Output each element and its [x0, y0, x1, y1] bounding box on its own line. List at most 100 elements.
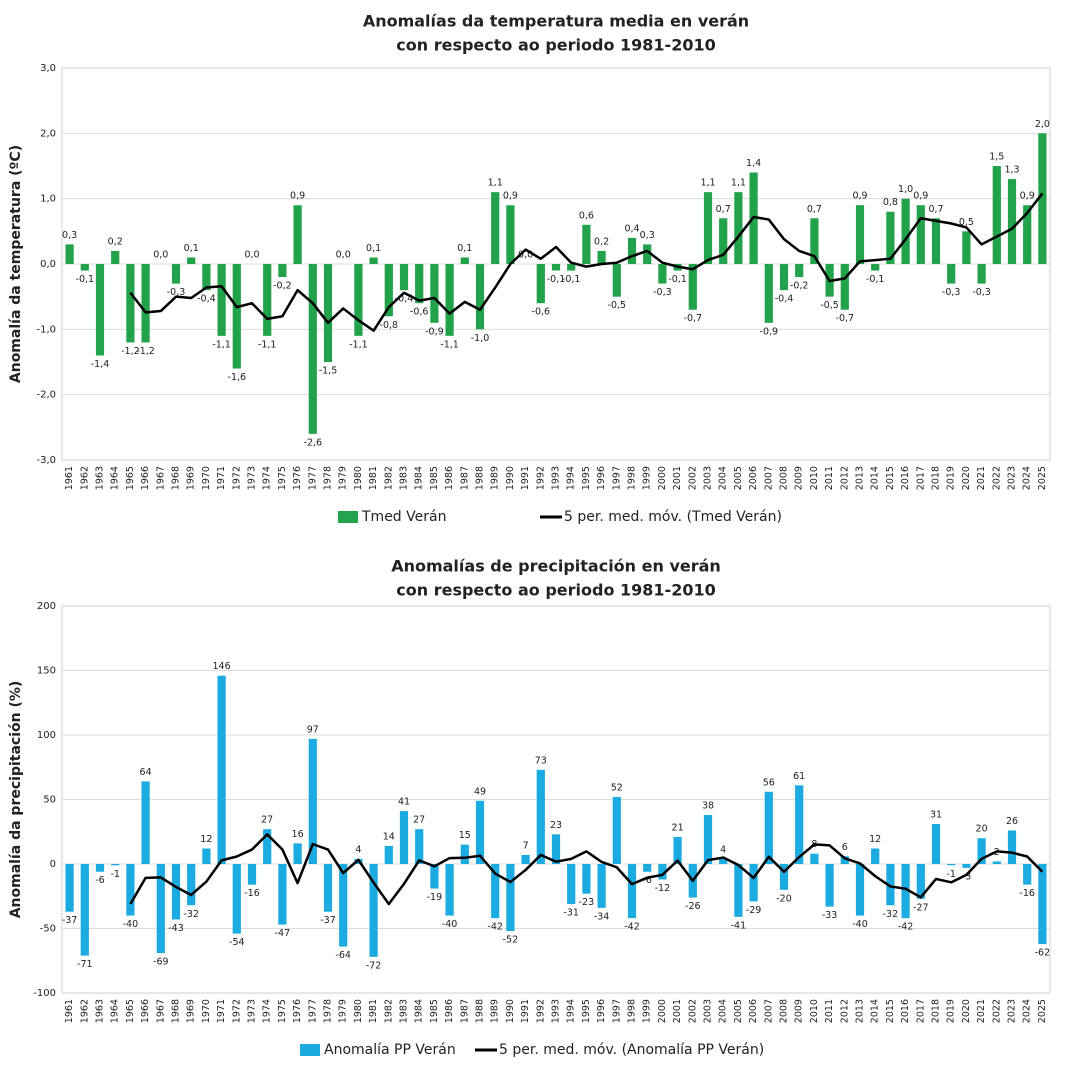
x-tick-label: 1961	[64, 999, 75, 1023]
bar	[384, 845, 393, 864]
data-label: 38	[702, 800, 714, 811]
x-tick-label: 1987	[459, 999, 470, 1023]
x-tick-label: 1976	[292, 999, 303, 1023]
bar	[111, 864, 120, 866]
data-label: 0,9	[503, 191, 518, 202]
x-tick-label: 2022	[991, 466, 1002, 490]
bar	[1023, 205, 1032, 264]
bar	[916, 864, 925, 899]
data-label: 0,9	[913, 191, 928, 202]
moving-average-line	[129, 833, 1044, 906]
bar	[399, 264, 409, 291]
bar	[263, 264, 272, 336]
data-label: 14	[383, 831, 395, 842]
data-label: 21	[672, 822, 684, 833]
x-tick-label: 2001	[672, 466, 683, 490]
bar	[703, 192, 713, 264]
data-label: 27	[261, 815, 273, 826]
x-tick-label: 1985	[429, 466, 440, 490]
x-tick-label: 1997	[611, 466, 622, 490]
data-label: 41	[398, 797, 410, 808]
y-tick-label: 2,0	[40, 128, 56, 139]
x-tick-label: 1974	[262, 999, 273, 1023]
bar	[597, 864, 606, 908]
data-label: -0,8	[380, 320, 399, 331]
x-tick-label: 2010	[809, 466, 820, 490]
bar	[795, 785, 804, 864]
bar	[582, 224, 591, 264]
data-label: 1,1	[488, 178, 503, 189]
y-tick-label: -50	[40, 924, 56, 935]
data-label: -42	[898, 922, 914, 933]
x-tick-label: 2018	[931, 999, 942, 1023]
x-tick-label: 1971	[216, 999, 227, 1023]
bar	[567, 864, 576, 904]
data-label: -1,6	[228, 372, 247, 383]
x-tick-label: 1981	[368, 999, 379, 1023]
bar	[749, 864, 758, 902]
data-label: -0,9	[425, 326, 444, 337]
x-tick-label: 1976	[292, 466, 303, 490]
data-label: -6	[95, 875, 104, 886]
chart-title: Anomalías da temperatura media en verán	[363, 12, 749, 31]
data-label: 0,0	[153, 250, 168, 261]
x-tick-label: 2005	[733, 999, 744, 1023]
x-tick-label: 2000	[657, 466, 668, 490]
data-label: -1,4	[91, 359, 110, 370]
plot-border	[61, 67, 1051, 461]
x-tick-label: 1993	[551, 466, 562, 490]
y-tick-label: 0,0	[40, 259, 56, 270]
x-tick-label: 1981	[368, 466, 379, 490]
bar	[886, 864, 895, 906]
bar	[111, 250, 120, 264]
bar	[962, 864, 971, 868]
data-label: -19	[427, 892, 443, 903]
bar	[506, 205, 515, 264]
bar	[825, 864, 834, 907]
bar	[536, 769, 545, 864]
bar	[612, 264, 621, 297]
data-label: -32	[183, 909, 199, 920]
data-label: 2,0	[1035, 119, 1050, 130]
data-label: 1,0	[898, 184, 913, 195]
bar	[658, 864, 667, 880]
bar	[506, 864, 515, 932]
data-label: 0,7	[807, 204, 822, 215]
y-tick-label: -2,0	[36, 390, 56, 401]
data-label: -0,3	[167, 287, 186, 298]
x-tick-label: 1980	[353, 999, 364, 1023]
bar	[977, 264, 986, 284]
x-tick-label: 1973	[247, 466, 258, 490]
bar	[293, 843, 302, 864]
data-label: 0,9	[1020, 191, 1035, 202]
x-tick-label: 1966	[140, 466, 151, 490]
data-label: -0,1	[562, 274, 581, 285]
bar	[1007, 830, 1017, 864]
bar	[1038, 864, 1047, 944]
x-tick-label: 2019	[946, 466, 957, 490]
x-tick-label: 1997	[611, 999, 622, 1023]
legend-label: 5 per. med. móv. (Anomalía PP Verán)	[499, 1042, 764, 1058]
data-label: -26	[685, 901, 701, 912]
x-tick-label: 2009	[794, 999, 805, 1023]
bar	[460, 844, 469, 864]
x-tick-label: 1983	[399, 466, 410, 490]
data-label: 0,0	[518, 250, 533, 261]
bar	[141, 264, 150, 343]
bar	[491, 192, 500, 264]
x-tick-label: 1965	[125, 999, 136, 1023]
y-tick-label: 3,0	[40, 63, 56, 74]
bar	[779, 264, 789, 291]
x-tick-label: 1986	[444, 999, 455, 1023]
bar	[582, 864, 591, 894]
x-tick-label: 1988	[475, 466, 486, 490]
bar	[855, 205, 865, 264]
x-tick-label: 1979	[338, 466, 349, 490]
bar	[779, 864, 789, 890]
x-tick-label: 2017	[915, 999, 926, 1023]
data-label: 4	[720, 844, 726, 855]
x-tick-label: 1991	[520, 466, 531, 490]
x-tick-label: 1983	[399, 999, 410, 1023]
x-tick-label: 1967	[155, 999, 166, 1023]
